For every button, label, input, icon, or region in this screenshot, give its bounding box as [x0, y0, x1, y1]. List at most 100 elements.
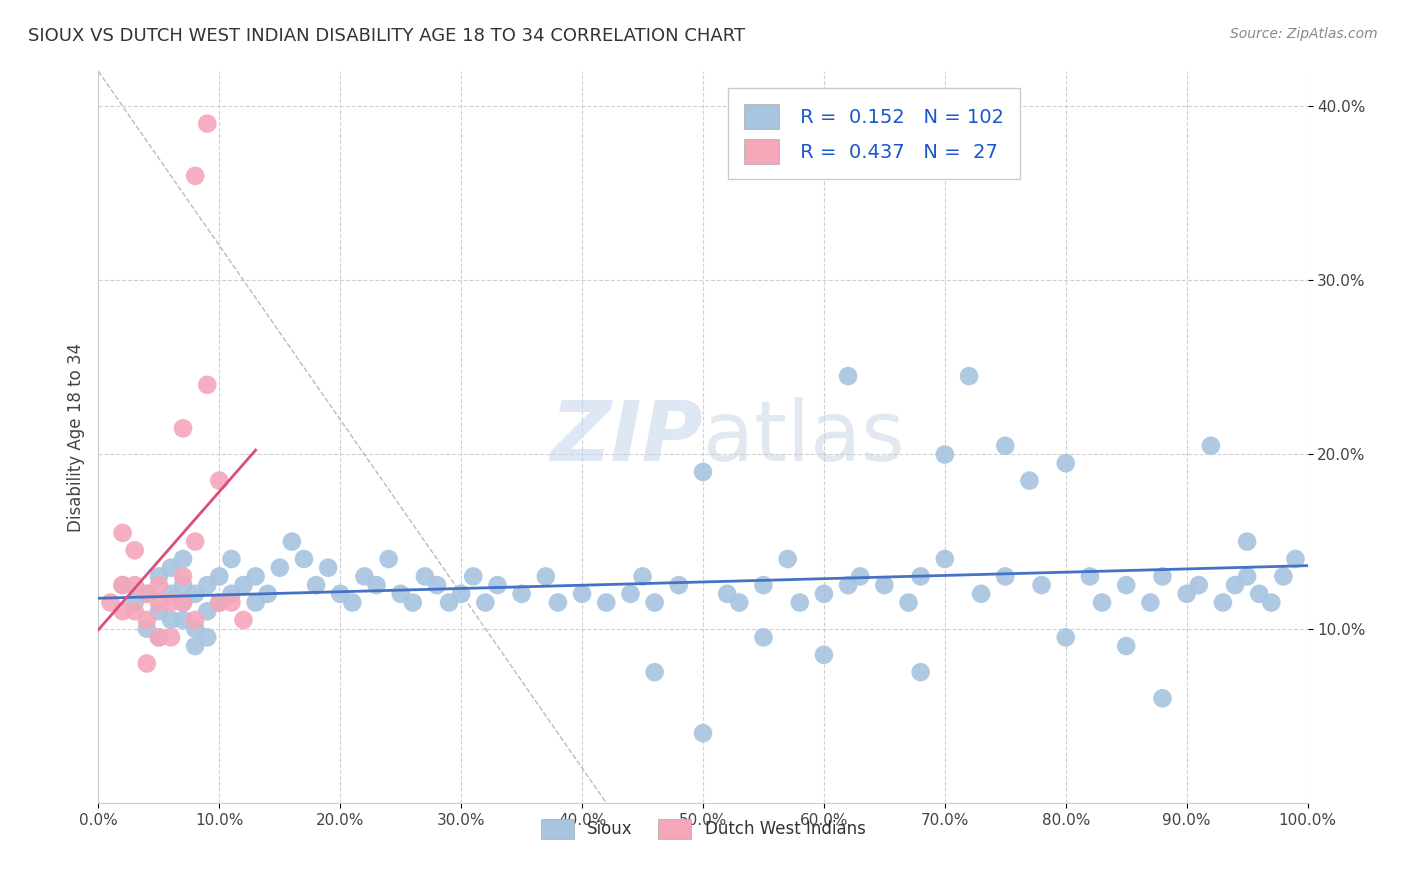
Point [910, 569, 932, 583]
Point [172, 552, 194, 566]
Point [1188, 578, 1211, 592]
Point [692, 726, 714, 740]
Point [148, 595, 170, 609]
Point [135, 613, 157, 627]
Point [208, 595, 231, 609]
Point [148, 604, 170, 618]
Point [837, 369, 859, 384]
Point [1284, 552, 1306, 566]
Point [897, 595, 920, 609]
Point [1199, 439, 1222, 453]
Point [474, 595, 496, 609]
Point [486, 578, 509, 592]
Point [172, 613, 194, 627]
Point [160, 631, 183, 645]
Point [668, 578, 690, 592]
Point [1115, 578, 1137, 592]
Point [221, 587, 243, 601]
Point [1175, 587, 1198, 601]
Point [644, 595, 666, 609]
Point [1152, 569, 1174, 583]
Point [463, 569, 485, 583]
Point [184, 587, 207, 601]
Point [934, 552, 956, 566]
Point [135, 587, 157, 601]
Point [111, 525, 134, 540]
Point [402, 595, 425, 609]
Point [728, 595, 751, 609]
Point [1091, 595, 1114, 609]
Point [160, 613, 183, 627]
Point [111, 578, 134, 592]
Point [281, 534, 304, 549]
Point [245, 569, 267, 583]
Text: Source: ZipAtlas.com: Source: ZipAtlas.com [1230, 27, 1378, 41]
Point [1249, 587, 1271, 601]
Point [172, 569, 194, 583]
Point [195, 117, 218, 131]
Point [269, 560, 291, 574]
Point [776, 552, 799, 566]
Point [910, 665, 932, 680]
Point [377, 552, 399, 566]
Point [1031, 578, 1053, 592]
Point [437, 595, 460, 609]
Point [329, 587, 352, 601]
Point [195, 578, 218, 592]
Point [1115, 639, 1137, 653]
Point [148, 631, 170, 645]
Point [172, 578, 194, 592]
Point [195, 377, 218, 392]
Point [148, 578, 170, 592]
Point [534, 569, 557, 583]
Point [752, 631, 775, 645]
Point [353, 569, 375, 583]
Point [366, 578, 388, 592]
Point [970, 587, 993, 601]
Point [221, 552, 243, 566]
Text: SIOUX VS DUTCH WEST INDIAN DISABILITY AGE 18 TO 34 CORRELATION CHART: SIOUX VS DUTCH WEST INDIAN DISABILITY AG… [28, 27, 745, 45]
Point [316, 560, 339, 574]
Point [571, 587, 593, 601]
Point [184, 613, 207, 627]
Point [849, 569, 872, 583]
Point [100, 595, 122, 609]
Point [510, 587, 533, 601]
Point [957, 369, 980, 384]
Point [342, 595, 364, 609]
Point [208, 595, 231, 609]
Point [195, 631, 218, 645]
Point [135, 622, 157, 636]
Point [124, 604, 146, 618]
Text: atlas: atlas [703, 397, 904, 477]
Point [716, 587, 738, 601]
Point [221, 595, 243, 609]
Point [813, 648, 835, 662]
Point [232, 578, 254, 592]
Text: ZIP: ZIP [550, 397, 703, 477]
Point [111, 604, 134, 618]
Point [172, 595, 194, 609]
Point [389, 587, 412, 601]
Point [426, 578, 449, 592]
Point [450, 587, 472, 601]
Point [1236, 569, 1258, 583]
Point [245, 595, 267, 609]
Point [1152, 691, 1174, 706]
Point [184, 622, 207, 636]
Point [172, 421, 194, 435]
Point [934, 448, 956, 462]
Point [124, 543, 146, 558]
Point [595, 595, 617, 609]
Point [789, 595, 811, 609]
Point [184, 639, 207, 653]
Point [305, 578, 328, 592]
Point [135, 657, 157, 671]
Point [184, 534, 207, 549]
Point [124, 595, 146, 609]
Point [692, 465, 714, 479]
Point [148, 569, 170, 583]
Point [160, 595, 183, 609]
Legend: Sioux, Dutch West Indians: Sioux, Dutch West Indians [534, 812, 872, 846]
Point [208, 569, 231, 583]
